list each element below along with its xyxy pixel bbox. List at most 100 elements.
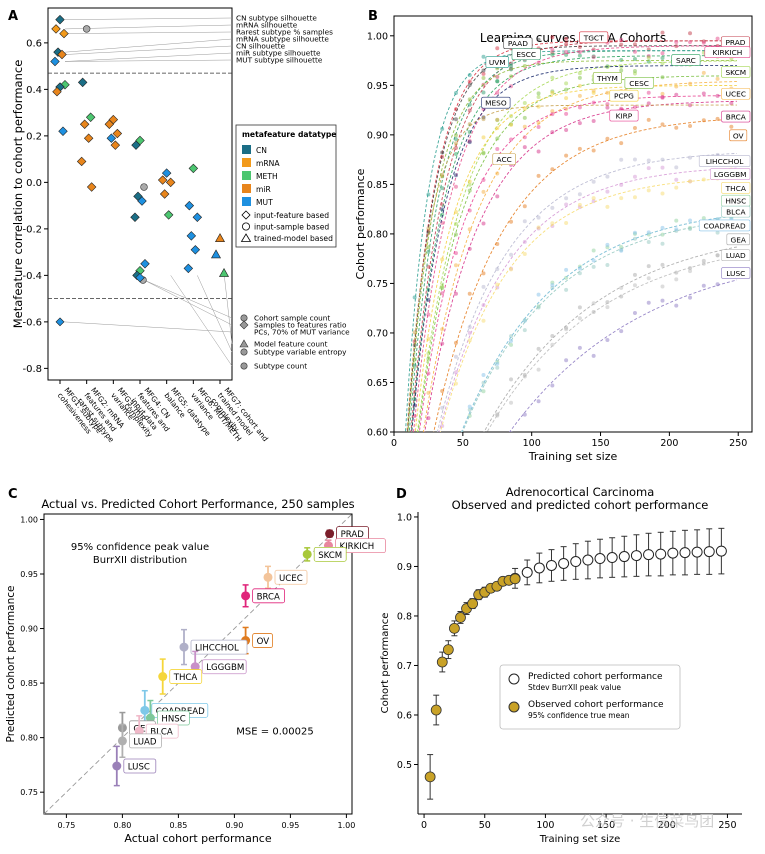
data-point-blca	[591, 264, 596, 269]
data-point	[85, 112, 96, 122]
data-point-thca	[674, 185, 679, 190]
data-point-prad	[412, 390, 417, 395]
data-point	[140, 259, 150, 269]
data-point-thym	[522, 64, 527, 69]
data-point-blca	[605, 263, 610, 268]
legend-label: MUT	[256, 198, 273, 207]
predicted-point	[606, 552, 618, 564]
data-point-luad	[117, 736, 127, 746]
data-point-lusc	[564, 358, 569, 363]
data-point-gea	[536, 346, 541, 351]
data-point-kirp	[440, 291, 445, 296]
annotation-connector	[170, 275, 233, 367]
data-point-thca	[577, 202, 582, 207]
observed-point	[442, 644, 454, 656]
y-tick-label: 0.6	[26, 38, 42, 49]
data-point-gea	[482, 436, 486, 440]
data-point-tgct	[495, 46, 500, 51]
data-point-kirp	[426, 371, 431, 376]
legend-shape	[241, 210, 251, 220]
observed-point	[509, 573, 521, 585]
data-point	[163, 210, 174, 220]
data-point-lgggbm	[426, 474, 430, 478]
data-point	[190, 245, 201, 255]
data-point-luad	[495, 413, 500, 418]
data-point-escc	[399, 553, 403, 557]
data-point-prad	[660, 30, 665, 35]
data-point-luad	[522, 374, 527, 379]
data-point	[210, 249, 222, 259]
data-point-brca	[646, 101, 651, 106]
data-point-lihcchol	[605, 174, 610, 179]
data-point-ucec	[701, 70, 706, 75]
data-point-ov	[426, 463, 430, 467]
data-point-thca	[467, 338, 472, 343]
data-point-thca	[158, 672, 168, 682]
data-point-coadread	[674, 227, 679, 232]
data-point-gea	[646, 264, 651, 269]
annotation-marker	[240, 362, 248, 370]
data-point-coadread	[550, 283, 555, 288]
data-point-ov	[495, 241, 500, 246]
data-point-luad	[688, 269, 693, 274]
predicted-point	[703, 546, 715, 558]
data-point-skcm	[453, 221, 458, 226]
panel-c: Actual vs. Predicted Cohort Performance,…	[5, 497, 386, 845]
x-tick-label: 0.90	[225, 821, 243, 830]
data-point-coadread	[564, 267, 569, 272]
y-tick-label: 0.2	[26, 131, 42, 142]
legend-shape	[240, 233, 252, 242]
data-point-meso	[440, 207, 445, 212]
legend-shape	[241, 222, 250, 231]
data-point-brca	[426, 416, 431, 421]
data-point-lihcchol	[440, 405, 445, 410]
y-axis-label: Metafeature correlation to cohort perfor…	[11, 60, 25, 329]
series-label-box	[609, 89, 639, 102]
data-point	[130, 212, 140, 222]
y-tick-label: -0.6	[22, 317, 42, 328]
data-point-pcpg	[426, 337, 431, 342]
data-point	[188, 163, 199, 174]
data-point-brca	[729, 101, 734, 106]
data-point-brca	[715, 93, 720, 98]
data-point-tgct	[564, 36, 569, 41]
data-point-lihcchol	[646, 158, 651, 163]
data-point-gea	[426, 565, 430, 569]
data-point-pcpg	[536, 104, 541, 109]
data-point-lihcchol	[179, 642, 189, 652]
data-point-luad	[426, 568, 430, 572]
chart-subtitle: Observed and predicted cohort performanc…	[452, 498, 709, 512]
point-label-box	[252, 588, 286, 604]
data-point-gea	[468, 455, 472, 459]
x-tick-label: 200	[658, 820, 676, 831]
data-point-blca	[522, 328, 527, 333]
data-point-lusc	[468, 490, 472, 494]
data-point-brca	[564, 128, 569, 133]
data-point-lgggbm	[399, 634, 403, 638]
annotation-connector	[64, 17, 233, 20]
note-line-2: BurrXII distribution	[93, 555, 187, 566]
y-tick-label: 0.9	[397, 562, 412, 573]
data-point	[52, 86, 62, 97]
curve-pcpg	[414, 84, 737, 432]
data-point-kirkich	[660, 51, 665, 56]
data-point-lusc	[112, 761, 122, 771]
data-point-lihcchol	[591, 179, 596, 184]
series-label-ov: OV	[733, 131, 744, 140]
legend-label: input-feature based	[254, 211, 329, 220]
data-point-lusc	[577, 345, 582, 350]
annotation-label: PCs, 70% of MUT variance	[254, 328, 350, 337]
data-point-lusc	[495, 442, 499, 446]
data-point-ucec	[605, 90, 610, 95]
series-label-kirp: KIRP	[616, 112, 633, 121]
data-point-luad	[550, 342, 555, 347]
data-point-brca	[536, 149, 541, 154]
observed-point	[467, 598, 479, 609]
axes-frame	[393, 15, 753, 433]
data-point-coadread	[140, 705, 150, 715]
data-point-lusc	[674, 303, 679, 308]
x-tick-label: 0	[391, 438, 397, 449]
data-point-lihcchol	[688, 155, 693, 160]
data-point	[135, 272, 145, 283]
